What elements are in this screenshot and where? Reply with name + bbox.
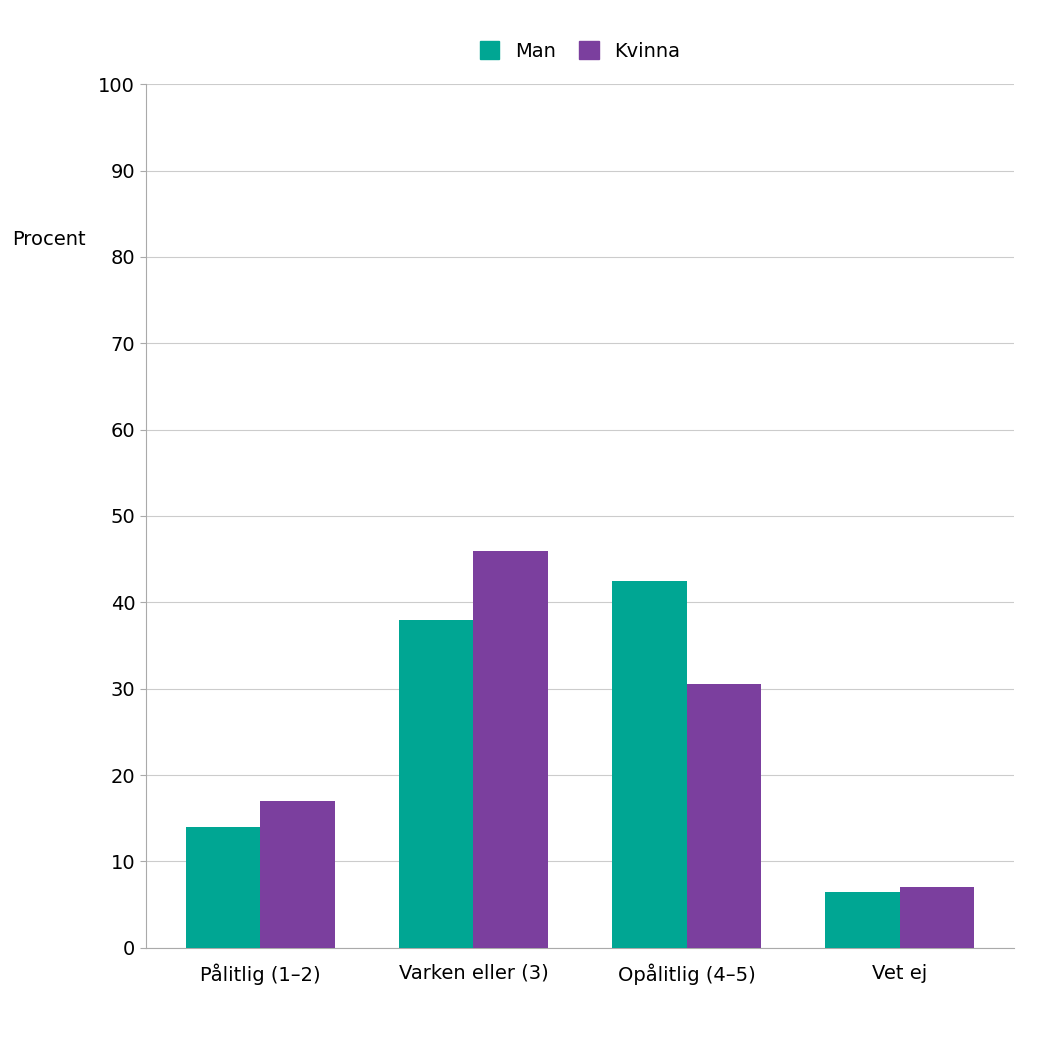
Bar: [399, 619, 473, 948]
Bar: [826, 892, 900, 948]
Bar: [260, 801, 334, 948]
Legend: Man, Kvinna: Man, Kvinna: [472, 34, 688, 68]
Bar: [612, 581, 687, 948]
Bar: [186, 827, 260, 948]
Y-axis label: Procent: Procent: [11, 231, 86, 250]
Bar: [900, 888, 974, 948]
Bar: [473, 551, 548, 948]
Bar: [687, 684, 761, 948]
